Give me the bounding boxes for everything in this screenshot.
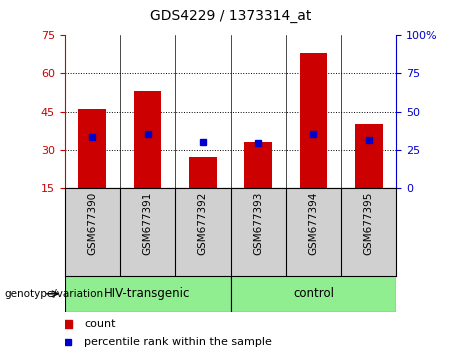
Text: GSM677393: GSM677393 [253,192,263,256]
Text: GSM677390: GSM677390 [87,192,97,255]
Text: GSM677392: GSM677392 [198,192,208,256]
Bar [134,91,161,188]
FancyBboxPatch shape [230,276,396,312]
Text: control: control [293,287,334,300]
Bar [300,53,327,188]
Text: GSM677395: GSM677395 [364,192,374,256]
Text: percentile rank within the sample: percentile rank within the sample [84,337,272,347]
Bar [189,157,217,188]
Bar [244,142,272,188]
FancyBboxPatch shape [65,276,230,312]
Text: GSM677394: GSM677394 [308,192,319,256]
Text: count: count [84,319,116,329]
Bar [78,109,106,188]
Text: GSM677391: GSM677391 [142,192,153,256]
Bar [355,124,383,188]
Text: HIV-transgenic: HIV-transgenic [104,287,191,300]
Text: GDS4229 / 1373314_at: GDS4229 / 1373314_at [150,9,311,23]
Text: genotype/variation: genotype/variation [5,289,104,299]
